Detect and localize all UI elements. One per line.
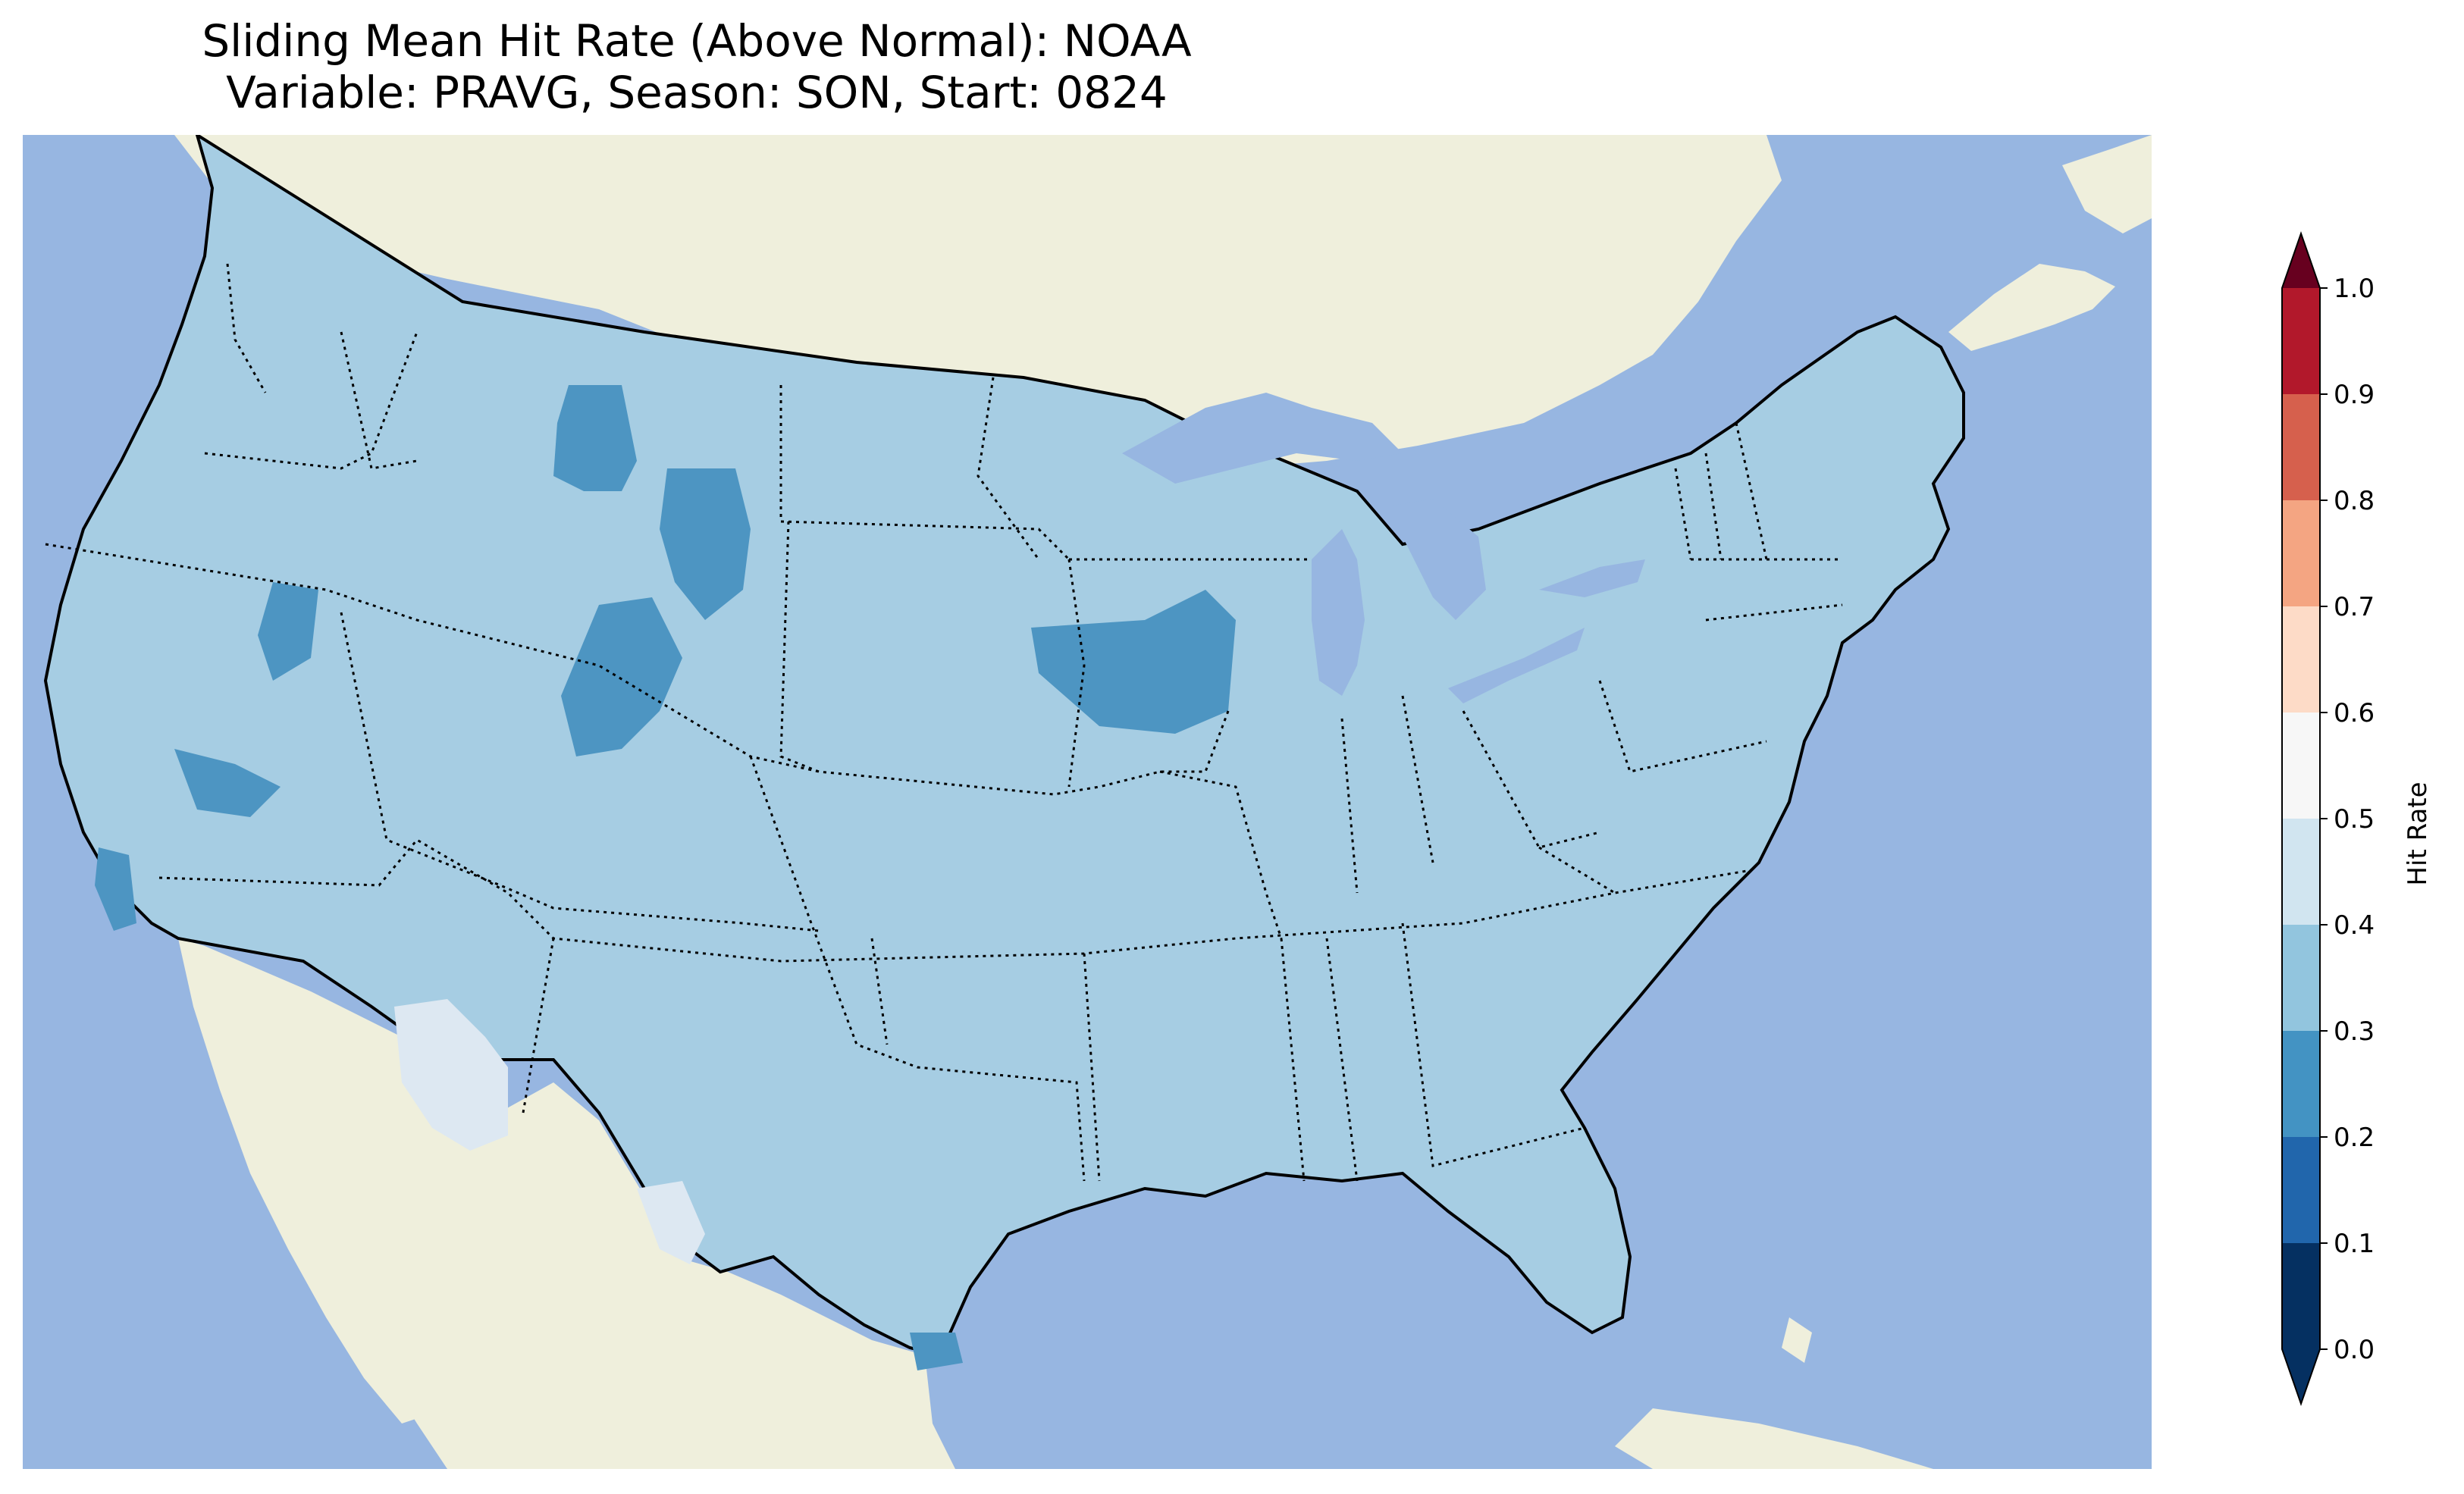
colorbar-band: [2282, 925, 2320, 1031]
lake-ontario: [1539, 559, 1645, 597]
colorbar-tick-label: 0.6: [2334, 698, 2375, 728]
colorbar-band: [2282, 819, 2320, 925]
colorbar-band: [2282, 606, 2320, 713]
colorbar-extend-low: [2282, 1349, 2320, 1404]
lake-erie: [1448, 628, 1585, 703]
colorbar-band: [2282, 500, 2320, 606]
state-borders: [45, 263, 1843, 1182]
colorbar-tick-label: 0.4: [2334, 910, 2375, 941]
patch-arizona: [394, 999, 508, 1151]
colorbar-band: [2282, 1137, 2320, 1243]
patch-south-texas: [910, 1333, 963, 1370]
patch-idaho: [553, 385, 637, 491]
land-maritimes: [1948, 264, 2115, 351]
lake-huron: [1387, 499, 1486, 620]
colorbar-tick-label: 1.0: [2334, 274, 2375, 304]
chart-title: Sliding Mean Hit Rate (Above Normal): NO…: [0, 15, 1393, 118]
colorbar-tick-label: 0.3: [2334, 1016, 2375, 1047]
map-panel: [23, 135, 2152, 1469]
colorbar-tick-label: 0.2: [2334, 1123, 2375, 1153]
colorbar-tick-label: 0.0: [2334, 1335, 2375, 1365]
land-newfoundland: [2062, 135, 2152, 233]
lake-superior: [1122, 393, 1403, 484]
colorbar-extend-high: [2282, 233, 2320, 288]
title-line-1: Sliding Mean Hit Rate (Above Normal): NO…: [202, 15, 1192, 67]
colorbar-ticks: 0.0 0.1 0.2 0.3 0.4 0.5 0.6 0.7 0.8 0.9 1.0: [2320, 274, 2375, 1365]
land-mexico: [205, 946, 955, 1469]
patch-montana: [660, 468, 751, 620]
land-baja: [178, 938, 425, 1424]
colorbar-label: Hit Rate: [2403, 781, 2433, 885]
colorbar-tick-label: 0.9: [2334, 380, 2375, 410]
colorbar-band: [2282, 1031, 2320, 1137]
colorbar-band: [2282, 394, 2320, 500]
colorbar: 0.0 0.1 0.2 0.3 0.4 0.5 0.6 0.7 0.8 0.9 1.0 Hit Ra…: [2281, 230, 2433, 1407]
land-bahamas: [1782, 1317, 1812, 1363]
patch-coast: [95, 847, 136, 931]
patch-iowa: [1031, 590, 1236, 734]
patch-west-texas: [637, 1181, 705, 1264]
colorbar-tick-label: 0.8: [2334, 486, 2375, 516]
low-value-patches: [95, 385, 1236, 1370]
colorbar-tick-label: 0.1: [2334, 1229, 2375, 1259]
land-cuba: [1615, 1408, 1933, 1469]
colorbar-band: [2282, 1243, 2320, 1349]
colorbar-tick-label: 0.5: [2334, 804, 2375, 835]
title-line-2: Variable: PRAVG, Season: SON, Start: 082…: [226, 67, 1168, 118]
patch-wyoming: [561, 597, 682, 756]
land-canada: [174, 135, 1782, 476]
colorbar-band: [2282, 288, 2320, 394]
high-value-patches: [394, 999, 705, 1264]
patch-nevada: [258, 582, 318, 681]
lake-michigan: [1312, 529, 1365, 696]
colorbar-tick-label: 0.7: [2334, 592, 2375, 622]
colorbar-band: [2282, 713, 2320, 819]
patch-california: [174, 749, 281, 817]
colorbar-bands: [2281, 230, 2321, 1407]
